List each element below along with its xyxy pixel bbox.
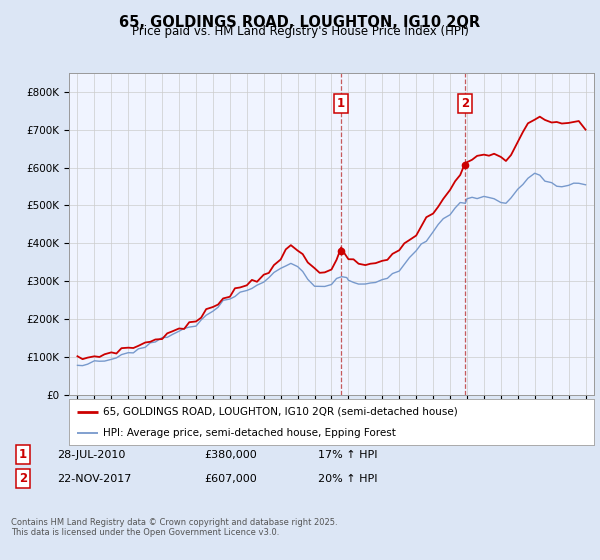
Text: 20% ↑ HPI: 20% ↑ HPI — [318, 474, 377, 484]
Text: 65, GOLDINGS ROAD, LOUGHTON, IG10 2QR: 65, GOLDINGS ROAD, LOUGHTON, IG10 2QR — [119, 15, 481, 30]
Text: 1: 1 — [337, 97, 345, 110]
Text: £380,000: £380,000 — [204, 450, 257, 460]
Text: 2: 2 — [19, 472, 27, 486]
Text: Contains HM Land Registry data © Crown copyright and database right 2025.
This d: Contains HM Land Registry data © Crown c… — [11, 518, 337, 538]
Text: Price paid vs. HM Land Registry's House Price Index (HPI): Price paid vs. HM Land Registry's House … — [131, 25, 469, 38]
Text: 65, GOLDINGS ROAD, LOUGHTON, IG10 2QR (semi-detached house): 65, GOLDINGS ROAD, LOUGHTON, IG10 2QR (s… — [103, 407, 458, 417]
Text: £607,000: £607,000 — [204, 474, 257, 484]
Text: 2: 2 — [461, 97, 469, 110]
Text: HPI: Average price, semi-detached house, Epping Forest: HPI: Average price, semi-detached house,… — [103, 428, 396, 438]
Text: 22-NOV-2017: 22-NOV-2017 — [57, 474, 131, 484]
Text: 17% ↑ HPI: 17% ↑ HPI — [318, 450, 377, 460]
Text: 28-JUL-2010: 28-JUL-2010 — [57, 450, 125, 460]
Text: 1: 1 — [19, 448, 27, 461]
